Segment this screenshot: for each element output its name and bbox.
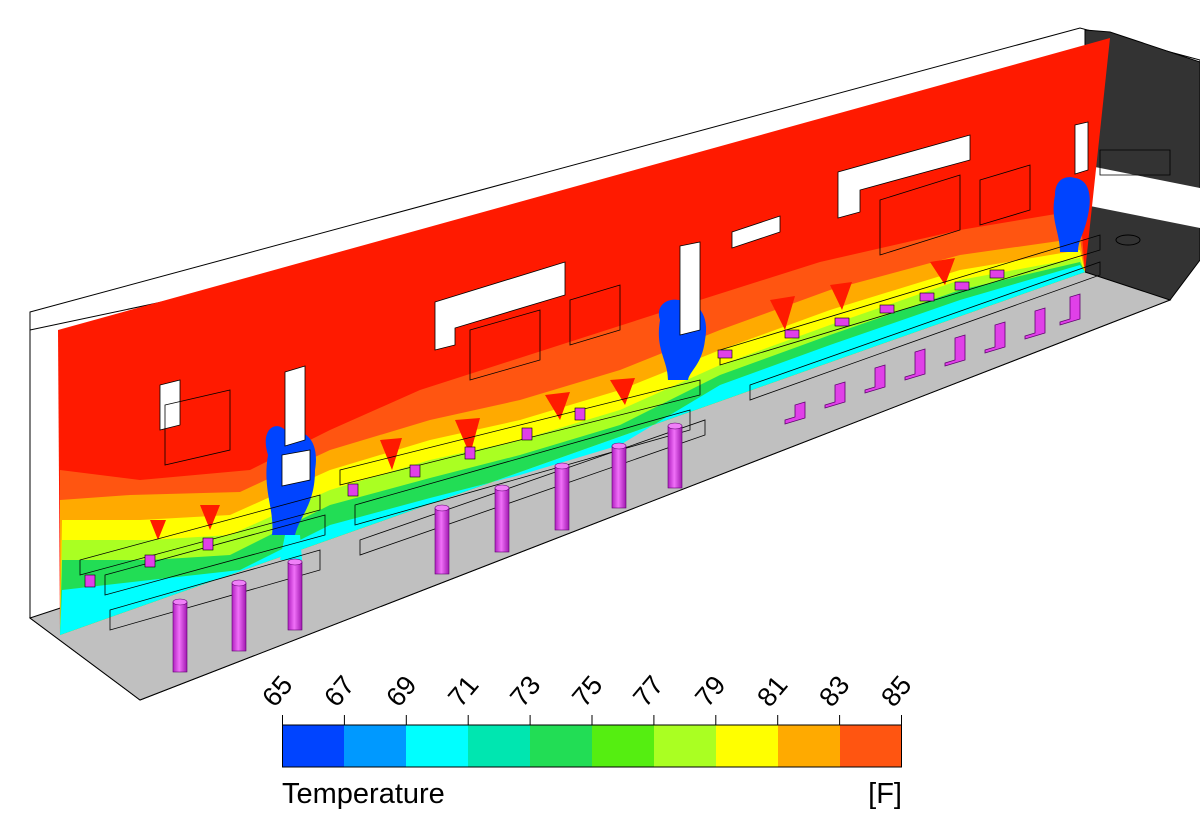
legend-tick-label: 83	[813, 670, 856, 713]
legend-swatch	[406, 725, 468, 767]
legend-swatch	[778, 725, 840, 767]
legend-colorbar	[282, 715, 902, 768]
legend-swatch	[282, 725, 344, 767]
legend-unit: [F]	[868, 778, 902, 810]
legend-tick-labels: 65 67 69 71 73 75 77 79 81 83 85	[256, 640, 917, 722]
diffusers	[84, 269, 1005, 588]
legend-tick-label: 67	[318, 670, 361, 713]
cylinders	[172, 422, 683, 673]
legend-tick-label: 81	[751, 670, 794, 713]
color-legend: 65 67 69 71 73 75 77 79 81 83 85 Temperature [F]	[256, 640, 917, 820]
end-wall-vent	[1115, 234, 1141, 246]
floor-blocks	[784, 293, 1081, 425]
legend-swatch	[530, 725, 592, 767]
legend-tick-label: 69	[380, 670, 423, 713]
supply-plume-3	[1053, 177, 1090, 252]
legend-swatch	[344, 725, 406, 767]
legend-swatch	[654, 725, 716, 767]
legend-swatch	[840, 725, 902, 767]
legend-swatch	[592, 725, 654, 767]
end-wall-opening	[1085, 165, 1200, 228]
legend-tick-label: 71	[441, 670, 485, 713]
legend-tick-label: 79	[689, 670, 732, 713]
legend-title: Temperature	[282, 778, 445, 810]
legend-swatch	[716, 725, 778, 767]
legend-tick-label: 77	[627, 670, 670, 713]
legend-swatch	[468, 725, 530, 767]
legend-tick-label: 73	[503, 670, 547, 713]
legend-tick-label: 75	[565, 670, 609, 713]
